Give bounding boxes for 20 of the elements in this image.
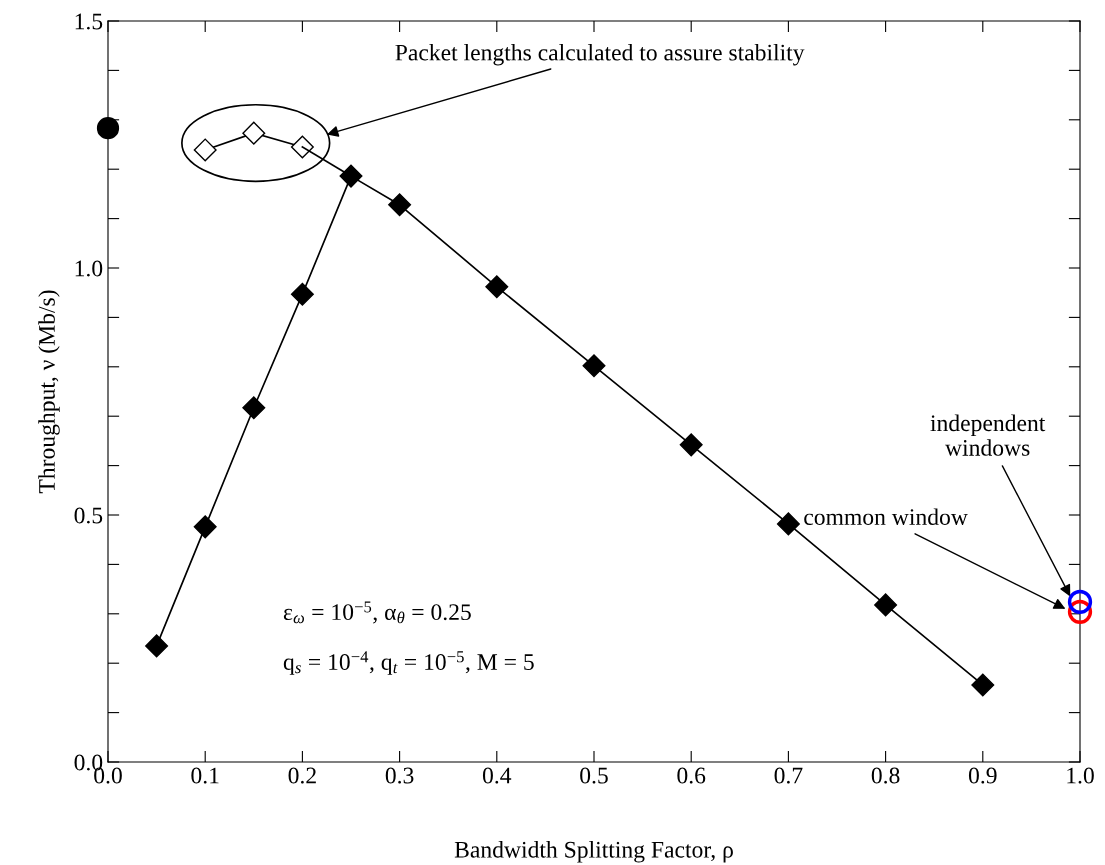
y-axis-title: Throughput, ν (Mb/s) [38, 290, 60, 494]
annotation: ε$_{ω}$ = 10$^{−5}$, α$_{θ}$ = 0.25 [283, 601, 471, 624]
x-tick-label: 0.4 [482, 767, 512, 784]
x-tick-label: 0.1 [191, 767, 219, 784]
x-tick-label: 0.2 [288, 767, 316, 784]
y-tick-label: 1.5 [75, 13, 103, 30]
annotation: common window [804, 508, 968, 526]
x-tick-label: 0.9 [968, 767, 997, 784]
x-tick-label: 0.3 [385, 767, 414, 784]
x-axis-title: Bandwidth Splitting Factor, ρ [454, 841, 733, 863]
text: q$_{s}$ = 10$^{−4}$, q$_{t}$ = 10$^{−5}$, M = 5 [283, 651, 534, 675]
x-tick-label: 0.8 [871, 767, 900, 784]
annotation: independent windows [930, 414, 1046, 456]
y-tick-label: 1.0 [75, 260, 103, 277]
x-tick-label: 0.7 [774, 767, 803, 784]
x-tick-label: 0.5 [580, 767, 608, 784]
x-tick-label: 0.6 [677, 767, 706, 784]
annotation: Packet lengths calculated to assure stability [395, 43, 805, 66]
y-tick-label: 0.5 [74, 507, 103, 524]
x-tick-label: 1.0 [1067, 767, 1094, 784]
